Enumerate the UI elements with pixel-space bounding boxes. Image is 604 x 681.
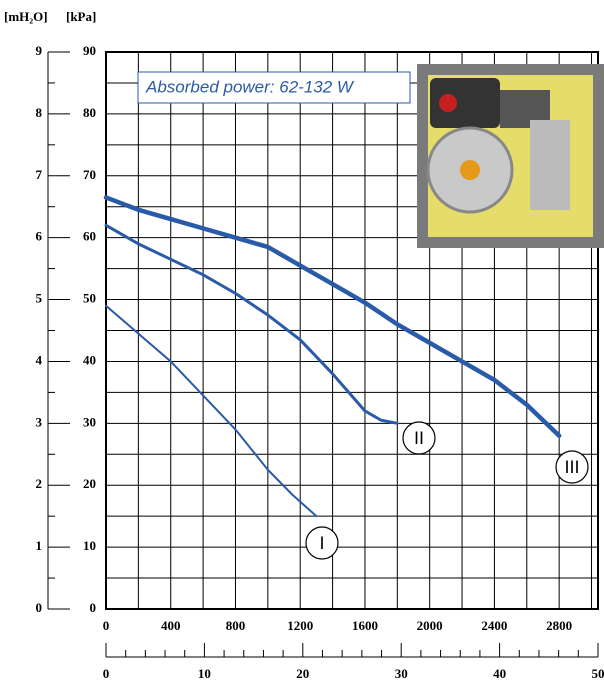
x-tick-label: 1200	[287, 618, 313, 633]
plot-frame	[105, 51, 599, 610]
y-tick-label: 80	[83, 105, 96, 120]
curve-label-circle	[305, 526, 339, 560]
x-tick-label: 0	[103, 618, 110, 633]
curve-label-circle	[555, 450, 589, 484]
y2-tick-label: 9	[36, 43, 43, 58]
curve-label: I	[319, 534, 324, 554]
y2-tick-label: 4	[36, 352, 43, 367]
y2-tick-label: 0	[36, 600, 43, 615]
y2-tick-label: 6	[36, 229, 43, 244]
x-tick-label: 2000	[417, 618, 443, 633]
y2-tick-label: 3	[36, 414, 43, 429]
x2-tick-label: 10	[198, 666, 211, 681]
x-tick-label: 2400	[481, 618, 507, 633]
y-tick-label: 10	[83, 538, 96, 553]
y-tick-label: 40	[83, 352, 96, 367]
y-tick-label: 50	[83, 291, 96, 306]
y2-tick-label: 7	[36, 167, 43, 182]
x-tick-label: 800	[226, 618, 246, 633]
y2-tick-label: 5	[36, 291, 43, 306]
annotation: Absorbed power: 62-132 W	[145, 77, 355, 96]
pump-photo	[417, 64, 604, 248]
y-tick-label: 20	[83, 476, 96, 491]
y-tick-label: 70	[83, 167, 96, 182]
curve-label: II	[414, 429, 424, 449]
curve-label: III	[564, 458, 579, 478]
y2-unit: [mH₂O]	[4, 9, 48, 24]
x-tick-label: 400	[161, 618, 181, 633]
x2-tick-label: 0	[103, 666, 110, 681]
x2-tick-label: 30	[395, 666, 408, 681]
annotation-box	[137, 71, 411, 104]
y-unit: [kPa]	[66, 9, 96, 24]
y2-tick-label: 2	[36, 476, 43, 491]
y-tick-label: 90	[83, 43, 96, 58]
x2-tick-label: 40	[493, 666, 506, 681]
curve-label-circle	[402, 421, 436, 455]
curve	[104, 223, 399, 425]
x-tick-label: 2800	[546, 618, 572, 633]
y-tick-label: 0	[90, 600, 97, 615]
curve	[105, 304, 318, 518]
curve	[103, 195, 562, 438]
y-tick-label: 30	[83, 414, 96, 429]
x2-tick-label: 20	[296, 666, 309, 681]
y2-tick-label: 8	[36, 105, 43, 120]
y-tick-label: 60	[83, 229, 96, 244]
y2-tick-label: 1	[36, 538, 43, 553]
x2-tick-label: 50	[592, 666, 604, 681]
x-tick-label: 1600	[352, 618, 378, 633]
